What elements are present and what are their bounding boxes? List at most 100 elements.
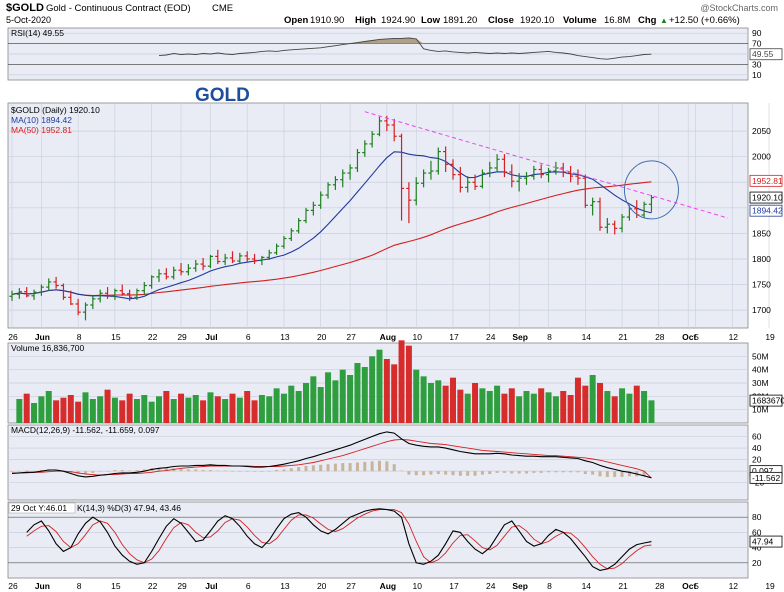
price-tick-1700: 1700 (752, 305, 771, 315)
macd-histogram-bar (466, 471, 470, 476)
volume-label: Volume (563, 15, 597, 26)
chg-label: Chg (638, 15, 657, 26)
volume-bar (288, 385, 295, 423)
open-label: Open (284, 15, 308, 26)
volume-tick-2: 30M (752, 378, 769, 388)
volume-bar (192, 395, 199, 423)
volume-bar (501, 393, 508, 423)
macd-histogram-bar (260, 471, 264, 472)
macd-tick-0: 60 (752, 432, 762, 442)
macd-histogram-bar (649, 471, 653, 472)
chg-arrow-icon: ▲ (660, 16, 668, 25)
trendline (364, 111, 729, 219)
volume-bar (567, 395, 574, 423)
stochastic-d-line (26, 509, 652, 570)
macd-histogram-bar (613, 471, 617, 477)
volume-tick-4: 10M (752, 405, 769, 415)
macd-histogram-bar (282, 469, 286, 472)
volume-bar (361, 367, 368, 423)
gold-annotation: GOLD (195, 85, 250, 106)
volume-bar (60, 397, 67, 423)
macd-tick-2: 20 (752, 455, 762, 465)
highlight-circle (623, 160, 679, 220)
volume-bar (648, 400, 655, 423)
macd-histogram-bar (502, 471, 506, 473)
volume-bar (611, 396, 618, 423)
volume-bar (258, 395, 265, 423)
macd-histogram-bar (231, 471, 234, 472)
macd-histogram-bar (17, 471, 21, 472)
x-label-bottom-3: 15 (111, 581, 121, 591)
macd-histogram-bar (583, 471, 587, 475)
macd-histogram-bar (208, 470, 212, 472)
low-value: 1891.20 (443, 15, 477, 26)
volume-bar (170, 399, 177, 423)
volume-bar (597, 383, 603, 423)
low-label: Low (421, 15, 441, 26)
macd-histogram-bar (480, 471, 484, 475)
macd-histogram-bar (547, 471, 551, 473)
macd-histogram-bar (355, 462, 359, 472)
x-label-bottom-12: 10 (413, 581, 423, 591)
macd-histogram-bar (400, 470, 404, 472)
volume-bar (133, 399, 140, 423)
price-panel-frame (7, 102, 749, 329)
macd-histogram-bar (194, 469, 198, 472)
volume-bar (185, 397, 192, 423)
volume-bar (494, 385, 501, 423)
macd-histogram-bar (348, 463, 352, 472)
volume-bar (67, 395, 74, 423)
volume-bar (229, 393, 236, 423)
x-label-top-14: 24 (486, 332, 496, 342)
x-label-top-7: 6 (246, 332, 251, 342)
x-label-bottom-15: Sep (512, 581, 528, 591)
price-tick-1850: 1850 (752, 228, 771, 238)
volume-bar (339, 369, 346, 423)
crosshair-readout: 29 Oct Y:46.01 (11, 503, 67, 513)
volume-bar (332, 380, 339, 423)
macd-histogram-bar (569, 471, 573, 473)
price-legend-symbol: $GOLD (Daily) 1920.10 (11, 105, 100, 115)
price-tick-1800: 1800 (752, 254, 771, 264)
x-label-bottom-16: 8 (547, 581, 552, 591)
x-label-top-18: 21 (618, 332, 628, 342)
volume-bar (141, 395, 148, 423)
macd-histogram-bar (98, 471, 102, 472)
volume-bar (450, 377, 456, 423)
rsi-legend: RSI(14) 49.55 (11, 28, 64, 38)
macd-histogram-bar (32, 471, 36, 472)
volume-bar (104, 389, 111, 423)
x-label-top-16: 8 (547, 332, 552, 342)
rsi-tick-10: 10 (752, 70, 762, 80)
macd-histogram-bar (422, 471, 426, 476)
macd-histogram-bar (253, 471, 257, 472)
volume-bar (89, 399, 96, 423)
volume-bar (53, 400, 60, 423)
x-label-bottom-21: 5 (694, 581, 699, 591)
macd-histogram-bar (429, 471, 433, 475)
volume-bar (97, 396, 104, 423)
x-label-top-20: Oct (682, 332, 696, 342)
macd-histogram-bar (54, 470, 58, 472)
macd-histogram-bar (326, 464, 330, 472)
exchange-label: CME (212, 3, 233, 14)
volume-legend: Volume 16,836,700 (11, 343, 85, 353)
macd-histogram-bar (135, 470, 139, 472)
volume-bar (545, 392, 552, 423)
volume-bar (280, 393, 287, 423)
stochastic-legend: K(14,3) %D(3) 47.94, 43.46 (77, 503, 181, 513)
volume-value-tag-box (749, 394, 783, 407)
macd-histogram-bar (113, 470, 117, 472)
price-tick-2050: 2050 (752, 126, 771, 136)
volume-value: 16.8M (604, 15, 630, 26)
macd-histogram-bar (164, 468, 168, 472)
volume-bar (427, 383, 434, 423)
volume-bar (236, 397, 243, 423)
volume-bar (244, 391, 251, 423)
volume-bar (376, 349, 383, 423)
macd-histogram-bar (179, 468, 183, 472)
volume-bar (214, 396, 221, 423)
macd-histogram-bar (473, 471, 477, 476)
volume-bar (317, 387, 324, 423)
x-label-bottom-6: Jul (205, 581, 217, 591)
